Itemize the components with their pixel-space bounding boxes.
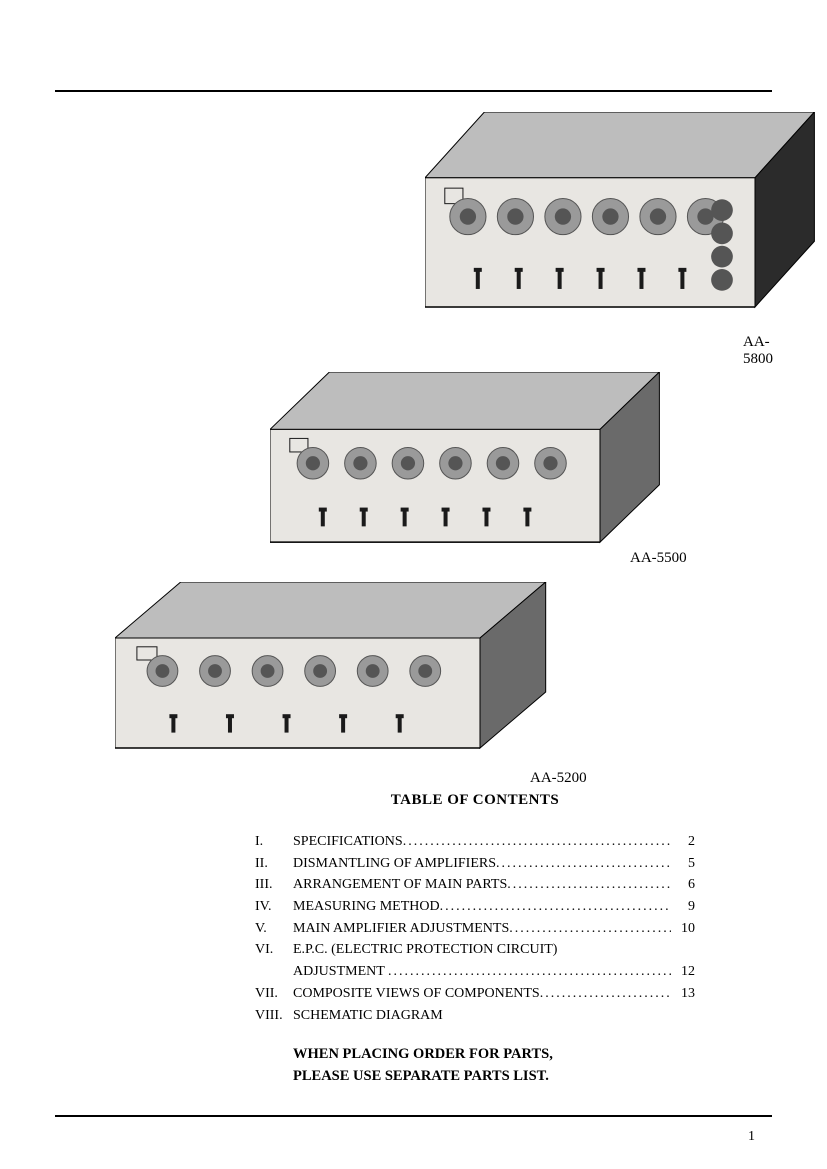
toc-text: MEASURING METHOD xyxy=(293,896,440,918)
bottom-rule xyxy=(55,1115,772,1117)
toc-text: ADJUSTMENT xyxy=(293,961,388,983)
toc-row: VII.COMPOSITE VIEWS OF COMPONENTS 13 xyxy=(255,983,695,1005)
toc-row: I.SPECIFICATIONS 2 xyxy=(255,831,695,853)
toc-roman: III. xyxy=(255,874,293,896)
amplifier-illustration xyxy=(270,372,661,579)
toc-page: 10 xyxy=(671,918,695,940)
toc-text: SPECIFICATIONS xyxy=(293,831,403,853)
toc-roman: VIII. xyxy=(255,1005,293,1027)
toc-page: 5 xyxy=(671,853,695,875)
amplifier-label: AA-5500 xyxy=(630,550,687,567)
toc-row: VI.E.P.C. (ELECTRIC PROTECTION CIRCUIT) xyxy=(255,939,695,961)
toc-note: WHEN PLACING ORDER FOR PARTS, PLEASE USE… xyxy=(293,1044,695,1088)
toc-page: 12 xyxy=(671,961,695,983)
toc-roman: VI. xyxy=(255,939,293,961)
toc-row: III.ARRANGEMENT OF MAIN PARTS 6 xyxy=(255,874,695,896)
amplifier-label: AA-5200 xyxy=(530,770,587,787)
page-number: 1 xyxy=(748,1129,755,1145)
toc-row: VIII.SCHEMATIC DIAGRAM xyxy=(255,1005,695,1027)
toc-leader xyxy=(509,918,671,940)
toc-row: V.MAIN AMPLIFIER ADJUSTMENTS 10 xyxy=(255,918,695,940)
toc-text: SCHEMATIC DIAGRAM xyxy=(293,1005,443,1027)
toc-text: E.P.C. (ELECTRIC PROTECTION CIRCUIT) xyxy=(293,939,557,961)
amplifier-illustration xyxy=(115,582,548,784)
toc-leader xyxy=(403,831,671,853)
toc-page: 13 xyxy=(671,983,695,1005)
toc-note-line: WHEN PLACING ORDER FOR PARTS, xyxy=(293,1044,695,1066)
toc-text: DISMANTLING OF AMPLIFIERS xyxy=(293,853,496,875)
toc-page: 9 xyxy=(671,896,695,918)
toc-leader xyxy=(496,853,671,875)
toc-roman: IV. xyxy=(255,896,293,918)
toc-roman: I. xyxy=(255,831,293,853)
toc-text: ARRANGEMENT OF MAIN PARTS xyxy=(293,874,507,896)
table-of-contents: TABLE OF CONTENTS I.SPECIFICATIONS2II.DI… xyxy=(255,792,695,1088)
toc-leader xyxy=(388,961,671,983)
toc-roman: V. xyxy=(255,918,293,940)
toc-row: IV.MEASURING METHOD 9 xyxy=(255,896,695,918)
toc-text: MAIN AMPLIFIER ADJUSTMENTS xyxy=(293,918,509,940)
toc-page: 2 xyxy=(671,831,695,853)
toc-roman: II. xyxy=(255,853,293,875)
toc-leader xyxy=(440,896,671,918)
toc-leader xyxy=(507,874,671,896)
amplifier-illustration xyxy=(425,112,816,349)
toc-title: TABLE OF CONTENTS xyxy=(255,792,695,809)
toc-leader xyxy=(540,983,671,1005)
toc-row: II.DISMANTLING OF AMPLIFIERS 5 xyxy=(255,853,695,875)
toc-list: I.SPECIFICATIONS2II.DISMANTLING OF AMPLI… xyxy=(255,831,695,1026)
amplifier-label: AA-5800 xyxy=(743,334,773,368)
amplifier-illustrations: AA-5800 xyxy=(55,102,772,782)
toc-row-sub: ADJUSTMENT 12 xyxy=(255,961,695,983)
top-rule xyxy=(55,90,772,92)
toc-text: COMPOSITE VIEWS OF COMPONENTS xyxy=(293,983,540,1005)
toc-page: 6 xyxy=(671,874,695,896)
page: AA-5800 xyxy=(0,0,827,1169)
toc-roman: VII. xyxy=(255,983,293,1005)
toc-note-line: PLEASE USE SEPARATE PARTS LIST. xyxy=(293,1066,695,1088)
